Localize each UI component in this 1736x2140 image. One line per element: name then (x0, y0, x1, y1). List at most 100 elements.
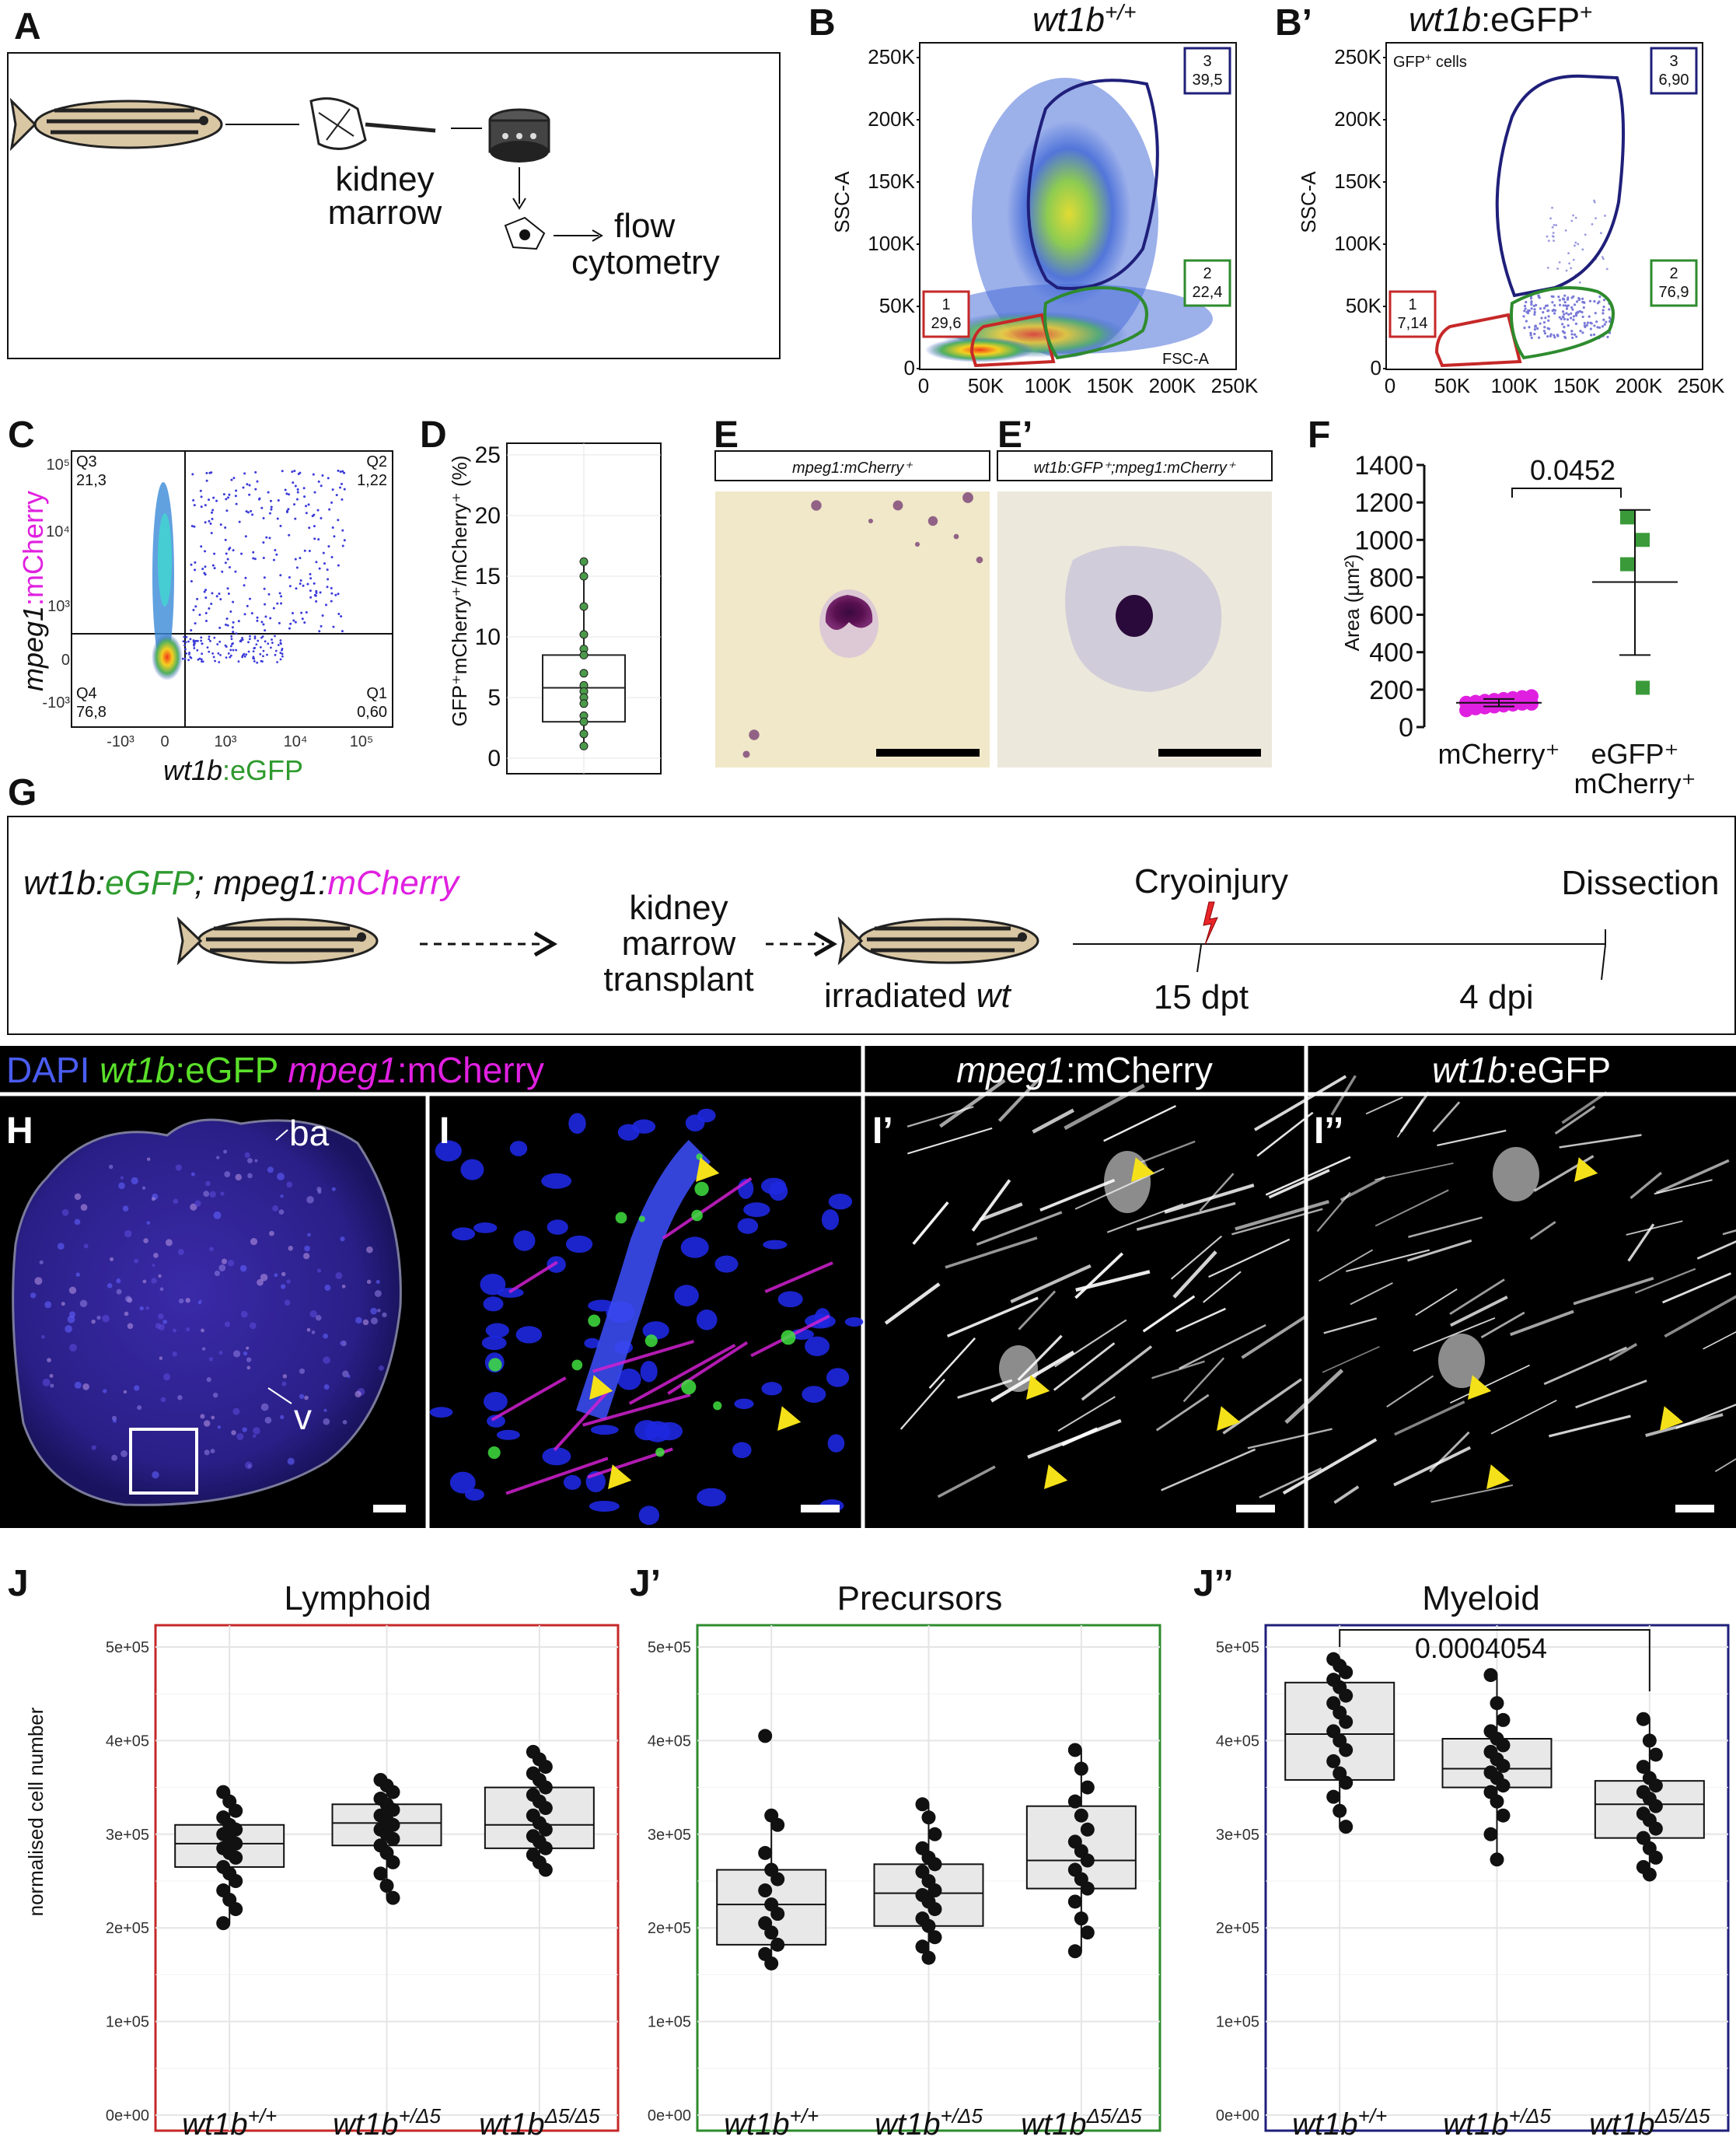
nucleus (680, 1236, 709, 1258)
nucleus (617, 1368, 641, 1390)
event-dot (187, 640, 190, 643)
nucleus (743, 1202, 770, 1218)
event-dot (235, 502, 238, 505)
event-dot (279, 639, 282, 642)
data-point (386, 1785, 400, 1799)
svg-text:1: 1 (941, 296, 950, 313)
svg-text:10⁴: 10⁴ (284, 733, 308, 750)
tissue-speck (317, 1268, 322, 1273)
panel-b-prime-y-label: SSC-A (1297, 171, 1320, 233)
panel-c-events (181, 469, 346, 664)
event-dot (288, 585, 292, 588)
event-dot (1530, 302, 1533, 306)
signal-process (1199, 1173, 1235, 1212)
event-dot (254, 470, 257, 474)
y-tick-label: 20 (475, 503, 501, 529)
x-tick-label: 0 (918, 374, 929, 397)
gate-3-box: 3 39,5 (1183, 47, 1231, 95)
signal-process (1346, 1249, 1430, 1272)
event-dot (232, 477, 236, 480)
tissue-speck (280, 1194, 284, 1198)
event-dot (225, 498, 228, 501)
event-dot (309, 596, 313, 599)
event-dot (327, 477, 330, 480)
event-dot (1595, 217, 1597, 220)
event-dot (1602, 299, 1606, 302)
arrowhead-icon (1026, 1375, 1050, 1400)
event-dot (1567, 252, 1570, 255)
event-dot (188, 651, 191, 654)
event-dot (1581, 297, 1584, 300)
gate-2-box: 2 76,9 (1650, 259, 1698, 307)
nucleus (844, 1317, 864, 1327)
event-dot (1565, 307, 1569, 310)
mcherry-process (582, 1393, 691, 1427)
signal-process (1027, 1418, 1122, 1460)
event-dot (240, 638, 243, 642)
event-dot (204, 589, 208, 592)
panel-d-y-label: GFP⁺mCherry⁺/mCherry⁺ (%) (448, 456, 471, 727)
tissue-speck (186, 1327, 190, 1332)
tissue-speck (212, 1392, 218, 1398)
event-dot (218, 661, 221, 663)
egfp-signal (781, 1330, 796, 1345)
signal-process (1480, 1311, 1525, 1339)
tissue-speck (253, 1427, 260, 1435)
event-dot (235, 632, 238, 635)
data-point (770, 1907, 785, 1921)
event-dot (1556, 334, 1560, 337)
event-dot (208, 607, 211, 610)
tissue-speck (34, 1277, 43, 1285)
event-dot (1544, 316, 1547, 320)
event-dot (1533, 313, 1536, 316)
event-dot (294, 484, 297, 488)
tissue-speck (217, 1425, 222, 1429)
event-dot (182, 640, 185, 643)
tissue-speck (341, 1284, 346, 1289)
tissue-speck (315, 1314, 322, 1321)
panel-a: A kidney marrow (7, 6, 781, 359)
event-dot (1553, 304, 1556, 307)
signal-process (1170, 1235, 1223, 1280)
event-dot (1533, 308, 1536, 311)
signal-process (1703, 1331, 1736, 1350)
channel-header-mcherry: mpeg1:mCherry (956, 1050, 1213, 1090)
panel-j-double-prime-pvalue: 0.0004054 (1415, 1632, 1547, 1664)
signal-process (1151, 1360, 1205, 1379)
event-dot (277, 498, 280, 502)
event-dot (1589, 321, 1592, 324)
panel-label-c: C (8, 414, 35, 456)
tissue-speck (203, 1191, 210, 1198)
lightning-icon (1203, 901, 1218, 946)
event-dot (225, 617, 229, 621)
tissue-speck (201, 1347, 206, 1351)
data-point (1496, 1712, 1511, 1727)
tissue-speck (141, 1186, 146, 1190)
tissue-speck (203, 1420, 211, 1427)
svg-text:-10³: -10³ (107, 733, 134, 750)
signal-process (1559, 1134, 1642, 1149)
nucleus (732, 1442, 752, 1459)
tissue-speck (223, 1149, 228, 1154)
tissue-speck (47, 1358, 51, 1362)
event-dot (226, 587, 229, 590)
signal-process (957, 1379, 1013, 1399)
event-dot (1594, 312, 1597, 315)
event-dot (204, 565, 207, 568)
signal-process (1081, 1345, 1153, 1401)
panel-b: B wt1b+/+ 250K 200K 150K 100K 50K 0 0 50K 100K 1… (809, 0, 1259, 397)
event-dot (323, 562, 326, 565)
event-dot (270, 505, 273, 509)
event-dot (1553, 334, 1556, 337)
event-dot (1547, 319, 1550, 322)
tissue-speck (44, 1301, 52, 1309)
event-dot (1563, 294, 1567, 297)
event-dot (1563, 313, 1566, 316)
tissue-speck (221, 1258, 228, 1264)
event-dot (1524, 307, 1527, 310)
debris-speck (914, 541, 920, 547)
signal-process (1054, 1319, 1127, 1368)
tissue-speck (236, 1432, 244, 1440)
event-dot (1572, 315, 1576, 318)
data-point (538, 1780, 553, 1795)
